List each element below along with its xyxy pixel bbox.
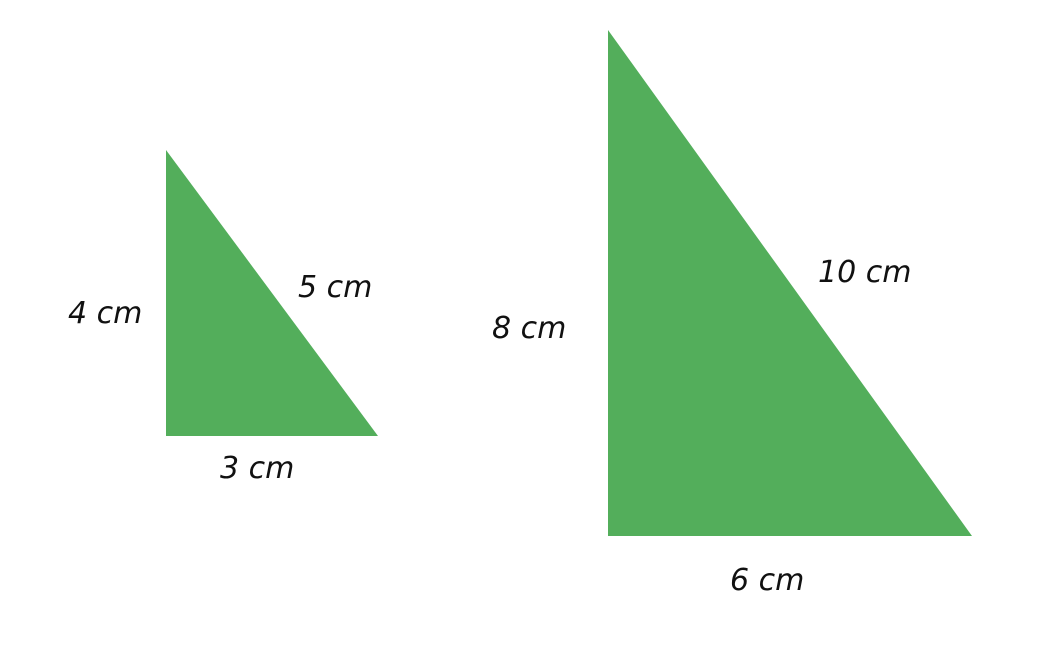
small-vertical-side-label: 4 cm <box>68 296 142 331</box>
small-right-triangle <box>166 150 378 436</box>
large-hypotenuse-label: 10 cm <box>818 255 911 290</box>
large-base-label: 6 cm <box>730 563 804 598</box>
large-vertical-side-label: 8 cm <box>492 311 566 346</box>
small-hypotenuse-label: 5 cm <box>298 270 372 305</box>
small-base-label: 3 cm <box>220 451 294 486</box>
large-right-triangle <box>608 30 972 536</box>
